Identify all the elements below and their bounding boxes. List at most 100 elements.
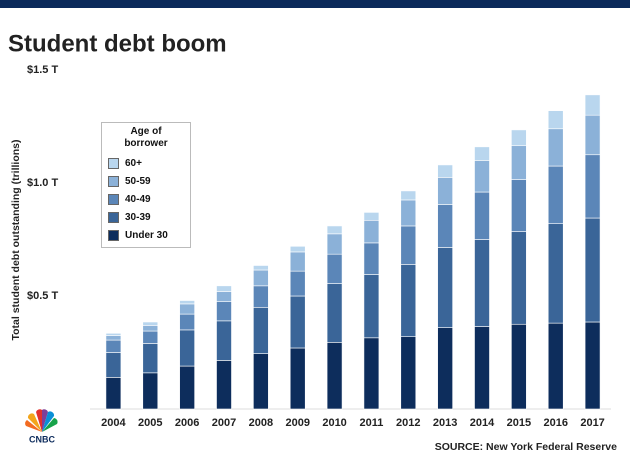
bar-segment [253, 285, 269, 308]
bar-segment [105, 335, 122, 341]
x-tick-label: 2004 [101, 417, 126, 429]
x-tick-label: 2016 [543, 417, 567, 429]
svg-text:CNBC: CNBC [29, 434, 55, 444]
bar-segment [326, 283, 343, 343]
legend-label: Under 30 [125, 229, 168, 241]
bar-segment [511, 231, 527, 325]
x-tick-label: 2011 [359, 417, 383, 429]
bar-segment [326, 233, 343, 255]
bar-segment [547, 165, 564, 224]
bar-segment [511, 323, 527, 410]
bar-segment [400, 199, 417, 227]
y-tick-label: $0.5 T [27, 290, 58, 302]
top-band [0, 0, 630, 8]
bar-segment [400, 190, 417, 201]
bar-segment [326, 342, 343, 410]
logo: CNBC [25, 409, 58, 444]
bar-segment [400, 336, 417, 410]
bar-segment [105, 377, 122, 410]
bar-segment [253, 269, 269, 287]
bar-segment [400, 225, 417, 265]
x-tick-label: 2007 [212, 417, 236, 429]
bar-segment [216, 291, 232, 302]
bar-segment [437, 247, 453, 328]
bar-segment [437, 177, 453, 205]
bar-segment [584, 114, 601, 156]
bar-segment [511, 179, 527, 232]
bar-segment [400, 264, 417, 337]
y-tick-label: $1.0 T [27, 177, 58, 189]
x-tick-label: 2010 [322, 417, 346, 429]
bar-segment [511, 145, 527, 180]
bar-segment [474, 160, 490, 193]
bar-segment [474, 326, 490, 410]
bar-segment [326, 253, 343, 284]
bar-segment [547, 128, 564, 167]
legend-swatch [108, 211, 119, 223]
legend-item: 50-59 [108, 172, 184, 190]
bar-segment [289, 347, 306, 410]
bar-segment [363, 337, 380, 410]
bar-segment [142, 372, 159, 410]
bar-segment [142, 321, 159, 326]
bar-segment [142, 330, 159, 344]
legend-item: 40-49 [108, 190, 184, 208]
x-tick-label: 2008 [249, 417, 273, 429]
bar-segment [363, 242, 380, 275]
bar-segment [326, 225, 343, 235]
bar-segment [253, 265, 269, 271]
legend-swatch [108, 229, 119, 241]
bar-segment [437, 164, 453, 178]
bar-segment [547, 223, 564, 324]
bar-segment [179, 303, 195, 315]
bar-segment [105, 332, 122, 336]
legend-swatch [108, 157, 119, 169]
bar-segment [142, 343, 159, 374]
bar-segment [253, 353, 269, 410]
bar-segment [179, 300, 195, 305]
bar-segment [105, 339, 122, 353]
bar-segment [289, 251, 306, 272]
legend-label: 50-59 [125, 175, 151, 187]
bar-segment [547, 110, 564, 130]
x-tick-label: 2005 [138, 417, 162, 429]
bar-segment [437, 327, 453, 410]
bar-segment [363, 274, 380, 339]
bar-segment [584, 154, 601, 219]
bar-segment [363, 212, 380, 221]
bar-segment [216, 320, 232, 361]
legend-title: Age of borrower [124, 126, 168, 149]
bar-segment [547, 322, 564, 410]
legend: Age of borrower 60+ 50-59 40-49 30-39 Under … [101, 122, 191, 248]
x-tick-label: 2017 [580, 417, 604, 429]
legend-swatch [108, 175, 119, 187]
bar-segment [142, 325, 159, 332]
bar-segment [216, 285, 232, 292]
bar-segment [437, 204, 453, 248]
y-tick-label: $1.5 T [27, 64, 58, 76]
legend-label: 30-39 [125, 211, 151, 223]
legend-item: 30-39 [108, 208, 184, 226]
legend-label: 60+ [125, 157, 142, 169]
bar-segment [179, 329, 195, 367]
bar-segment [474, 191, 490, 240]
legend-label: 40-49 [125, 193, 151, 205]
bar-segment [105, 352, 122, 378]
x-tick-label: 2015 [507, 417, 531, 429]
x-tick-label: 2014 [470, 417, 495, 429]
bar-segment [216, 301, 232, 322]
bar-segment [584, 217, 601, 323]
y-axis-label: Total student debt outstanding (trillion… [10, 139, 22, 340]
x-tick-label: 2012 [396, 417, 420, 429]
legend-item: Under 30 [108, 226, 184, 244]
bar-segment [474, 239, 490, 327]
bar-segment [289, 245, 306, 253]
bar-segment [179, 313, 195, 331]
bar-segment [216, 360, 232, 410]
bar-segment [584, 94, 601, 116]
bar-segment [584, 321, 601, 410]
source: SOURCE: New York Federal Reserve [435, 441, 617, 453]
legend-swatch [108, 193, 119, 205]
x-tick-label: 2006 [175, 417, 199, 429]
